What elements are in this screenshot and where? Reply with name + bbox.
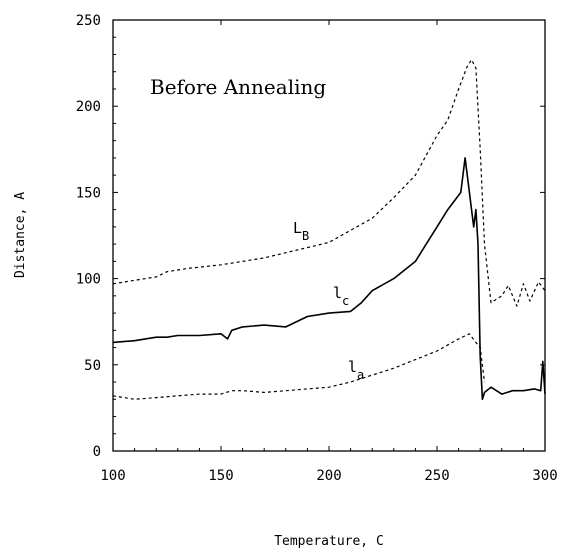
- y-tick-label: 100: [76, 272, 101, 288]
- series-layer: [112, 59, 546, 401]
- y-tick-label: 0: [93, 444, 101, 460]
- series-line-lc-1: [112, 157, 546, 401]
- y-tick-label: 150: [76, 185, 101, 201]
- series-label-lc: lc: [333, 284, 349, 308]
- x-axis: 100 150 200 250 300: [100, 20, 558, 484]
- x-tick-label: 150: [208, 468, 233, 484]
- series-label-lb: LB: [293, 219, 309, 243]
- y-axis-title: Distance, A: [13, 192, 28, 278]
- before-annealing-annotation: Before Annealing: [150, 75, 326, 99]
- x-tick-label: 300: [532, 468, 557, 484]
- series-label-la: la: [348, 358, 364, 382]
- series-label-la-main: l: [348, 358, 357, 376]
- x-tick-label: 250: [424, 468, 449, 484]
- series-label-la-sub: a: [357, 368, 364, 382]
- y-axis: 0 50 100 150 200 250: [76, 13, 545, 460]
- series-label-lb-main: L: [293, 219, 302, 237]
- series-line-la-2: [112, 333, 486, 400]
- x-tick-label: 100: [100, 468, 125, 484]
- series-label-lb-sub: B: [302, 229, 309, 243]
- series-line-lb-0: [112, 59, 546, 307]
- y-tick-label: 200: [76, 99, 101, 115]
- y-tick-label: 250: [76, 13, 101, 29]
- series-label-lc-main: l: [333, 284, 342, 302]
- x-tick-label: 200: [316, 468, 341, 484]
- series-label-lc-sub: c: [342, 294, 349, 308]
- x-axis-title: Temperature, C: [274, 534, 384, 549]
- y-tick-label: 50: [84, 358, 101, 374]
